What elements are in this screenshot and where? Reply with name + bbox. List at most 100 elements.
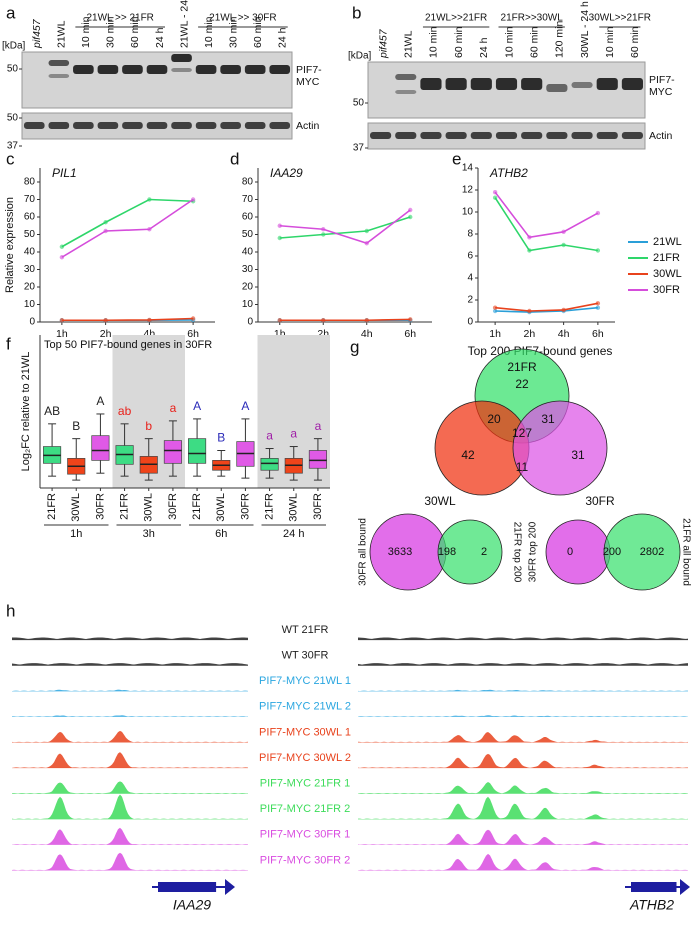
band <box>596 132 618 139</box>
panel-label: a <box>6 3 16 22</box>
gene-arrow <box>225 879 235 895</box>
coverage-track <box>12 637 248 640</box>
coverage-track <box>358 637 688 640</box>
x-tick-label: 6h <box>187 328 199 340</box>
data-point <box>492 195 498 200</box>
band <box>470 78 492 90</box>
venn-count: 2 <box>481 546 487 558</box>
series-line <box>61 198 194 248</box>
data-point <box>103 220 108 225</box>
group-label: 6h <box>215 528 227 540</box>
data-point <box>527 248 532 253</box>
box <box>188 438 207 464</box>
x-tick-label: 4h <box>144 328 156 340</box>
band <box>395 90 417 94</box>
gene-exon <box>158 882 217 892</box>
lane-label: 21WL <box>56 20 68 48</box>
band <box>495 132 518 139</box>
kda-marker: 50 <box>7 113 19 124</box>
data-point <box>364 318 369 323</box>
band <box>97 65 119 74</box>
data-point <box>59 318 65 323</box>
kda-marker: 50 <box>7 64 19 75</box>
significance-letter: a <box>290 427 297 441</box>
x-tick-label: 1h <box>489 328 501 340</box>
track-label: PIF7-MYC 21WL 2 <box>259 701 351 713</box>
venn-set <box>437 519 503 585</box>
series-line <box>279 209 411 245</box>
kda-marker: 50 <box>353 98 365 109</box>
data-point <box>527 235 532 240</box>
box <box>163 440 182 464</box>
legend-label: 21FR <box>653 252 680 264</box>
lane-label: 10 min <box>428 26 440 58</box>
data-point <box>147 317 152 323</box>
x-tick-label: 2h <box>524 328 536 340</box>
venn-count: 31 <box>571 448 585 462</box>
band <box>220 65 241 74</box>
significance-letter: a <box>170 401 177 415</box>
band <box>171 122 192 129</box>
significance-letter: B <box>217 431 225 445</box>
band <box>48 122 70 129</box>
lane-label: 30WL - 24 h <box>579 1 591 58</box>
x-tick-label: 21FR <box>191 493 203 520</box>
venn-count: 3633 <box>388 546 412 558</box>
track-label: PIF7-MYC 30WL 1 <box>259 726 351 738</box>
band <box>122 65 143 74</box>
band <box>445 78 467 90</box>
y-tick-label: 40 <box>242 247 254 258</box>
significance-letter: ab <box>118 404 132 418</box>
series-line <box>494 191 599 239</box>
data-point <box>321 318 326 323</box>
x-tick-label: 4h <box>558 328 570 340</box>
track-label: PIF7-MYC 30FR 2 <box>260 854 350 866</box>
x-tick-label: 1h <box>274 328 286 340</box>
venn-set-label: 21FR <box>507 360 537 374</box>
data-point <box>595 301 601 306</box>
x-tick-label: 30WL <box>70 493 82 522</box>
significance-letter: B <box>72 419 80 433</box>
x-tick-label: 4h <box>361 328 373 340</box>
y-tick-label: 2 <box>467 295 473 306</box>
series-line <box>495 306 598 313</box>
band <box>48 74 70 78</box>
y-tick-label: 20 <box>24 282 36 293</box>
band <box>195 65 217 74</box>
y-tick-label: 10 <box>24 299 36 310</box>
track-label: PIF7-MYC 30FR 1 <box>260 829 350 841</box>
x-tick-label: 2h <box>317 328 329 340</box>
track-label: PIF7-MYC 30WL 2 <box>259 752 351 764</box>
significance-letter: a <box>315 419 322 433</box>
band <box>244 65 266 74</box>
venn-count: 22 <box>515 377 529 391</box>
data-point <box>103 228 108 234</box>
band <box>521 78 543 90</box>
coverage-track <box>12 715 248 717</box>
series-line <box>61 317 194 322</box>
gene-name: ATHB2 <box>629 897 674 913</box>
track-label: WT 21FR <box>282 624 329 636</box>
group-label: 21FR>>30WL <box>501 13 564 24</box>
track-label: WT 30FR <box>282 650 329 662</box>
band <box>220 122 241 129</box>
band <box>495 78 518 90</box>
lane-label: 30 min <box>105 16 117 48</box>
venn-set-label: 30FR all bound <box>358 518 369 586</box>
x-tick-label: 30WL <box>143 493 155 522</box>
gene-exon <box>631 882 677 892</box>
lane-label: 24 h <box>478 37 490 58</box>
series-line <box>494 197 599 252</box>
venn-count: 11 <box>516 460 529 474</box>
venn-set-label: 30FR top 200 <box>528 521 539 582</box>
band <box>146 122 168 129</box>
lane-label: 10 min <box>503 26 515 58</box>
band <box>73 65 94 74</box>
lane-label: 24 h <box>277 27 289 48</box>
band <box>621 132 643 139</box>
band-label: PIF7- <box>296 64 322 76</box>
data-point <box>321 227 326 232</box>
band <box>171 54 192 62</box>
lane-label: 24 h <box>154 27 166 48</box>
venn-count: 200 <box>603 546 621 558</box>
